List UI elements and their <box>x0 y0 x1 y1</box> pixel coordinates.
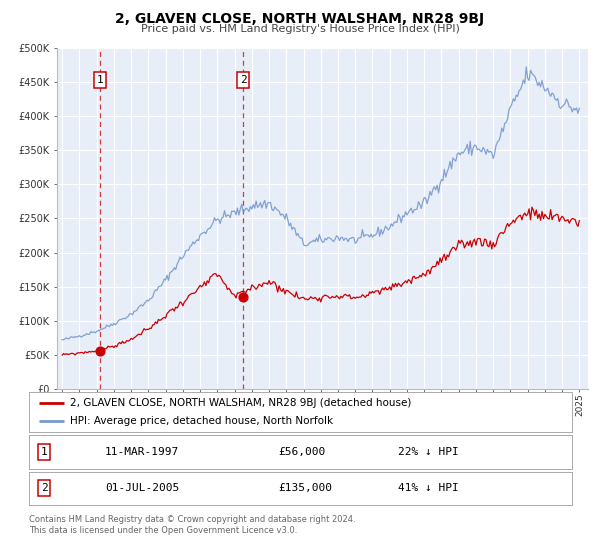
Text: 01-JUL-2005: 01-JUL-2005 <box>105 483 179 493</box>
Text: 2, GLAVEN CLOSE, NORTH WALSHAM, NR28 9BJ: 2, GLAVEN CLOSE, NORTH WALSHAM, NR28 9BJ <box>115 12 485 26</box>
Text: £56,000: £56,000 <box>278 447 326 457</box>
Text: 1: 1 <box>97 75 103 85</box>
Text: 2: 2 <box>240 75 247 85</box>
Text: Price paid vs. HM Land Registry's House Price Index (HPI): Price paid vs. HM Land Registry's House … <box>140 24 460 34</box>
Text: This data is licensed under the Open Government Licence v3.0.: This data is licensed under the Open Gov… <box>29 526 297 535</box>
Text: 2: 2 <box>41 483 47 493</box>
Text: Contains HM Land Registry data © Crown copyright and database right 2024.: Contains HM Land Registry data © Crown c… <box>29 515 355 524</box>
Point <box>95 347 105 356</box>
Text: 22% ↓ HPI: 22% ↓ HPI <box>398 447 459 457</box>
Text: 2, GLAVEN CLOSE, NORTH WALSHAM, NR28 9BJ (detached house): 2, GLAVEN CLOSE, NORTH WALSHAM, NR28 9BJ… <box>70 398 411 408</box>
Text: 1: 1 <box>41 447 47 457</box>
Text: 41% ↓ HPI: 41% ↓ HPI <box>398 483 459 493</box>
Point <box>238 292 248 301</box>
Text: HPI: Average price, detached house, North Norfolk: HPI: Average price, detached house, Nort… <box>70 417 332 426</box>
Text: 11-MAR-1997: 11-MAR-1997 <box>105 447 179 457</box>
Text: £135,000: £135,000 <box>278 483 332 493</box>
